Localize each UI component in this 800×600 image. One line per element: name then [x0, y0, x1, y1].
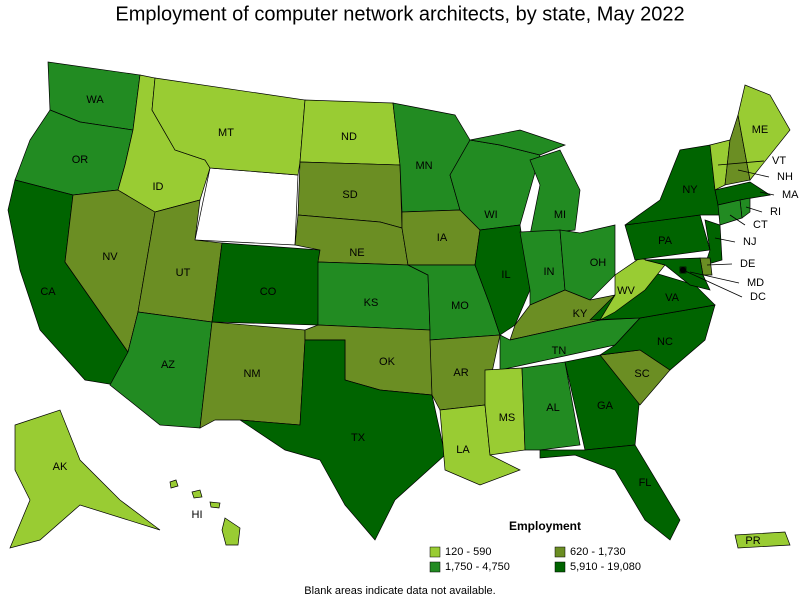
- state-label: ID: [153, 181, 164, 193]
- state-label: IA: [437, 232, 448, 244]
- state-label: ME: [752, 124, 769, 136]
- state-no-data: [194, 167, 299, 246]
- state-label: NC: [657, 336, 673, 348]
- legend-swatch: [554, 561, 566, 573]
- callout-line: [737, 169, 770, 178]
- state-label: SD: [342, 189, 357, 201]
- state-label: AZ: [161, 359, 175, 371]
- callout-line: [682, 269, 743, 298]
- title: Employment of computer network architect…: [115, 3, 684, 25]
- state-label: MO: [451, 300, 469, 312]
- legend-label: 120 - 590: [445, 546, 491, 558]
- state-label: SC: [634, 368, 649, 380]
- state: [221, 517, 241, 546]
- legend-swatch: [429, 561, 441, 573]
- state-label: CA: [40, 286, 56, 298]
- state-label: GA: [597, 400, 614, 412]
- state-label: WA: [86, 94, 104, 106]
- state-label: HI: [192, 509, 203, 521]
- state-label: NH: [777, 171, 793, 183]
- state: [169, 479, 179, 489]
- legend-label: 1,750 - 4,750: [445, 561, 510, 573]
- state: [469, 129, 567, 156]
- state-label: NY: [682, 184, 698, 196]
- state: [521, 361, 581, 451]
- state-label: LA: [456, 444, 470, 456]
- state-label: TX: [351, 432, 366, 444]
- state: [211, 242, 321, 326]
- state-label: VA: [665, 292, 680, 304]
- callout-line: [706, 263, 733, 266]
- state-label: AK: [53, 461, 68, 473]
- state-label: OK: [379, 356, 396, 368]
- state-label: TN: [552, 345, 567, 357]
- state-label: AL: [546, 402, 559, 414]
- legend-swatch: [429, 546, 441, 558]
- state-label: UT: [176, 267, 191, 279]
- state-label: KY: [573, 308, 588, 320]
- state-label: WV: [617, 285, 635, 297]
- state: [484, 367, 526, 456]
- note: Blank areas indicate data not available.: [304, 585, 495, 597]
- state: [734, 531, 791, 549]
- state-label: OH: [590, 257, 607, 269]
- callout-line: [759, 191, 775, 196]
- state-label: CO: [260, 286, 277, 298]
- legend-title: Employment: [509, 519, 581, 533]
- state-label: PR: [745, 535, 760, 547]
- state: [737, 84, 791, 181]
- callout-line: [717, 160, 765, 166]
- state: [714, 181, 771, 206]
- state-label: MD: [747, 277, 764, 289]
- state: [239, 339, 446, 541]
- state-label: MI: [554, 209, 566, 221]
- state-label: NJ: [743, 236, 756, 248]
- state-label: MT: [218, 127, 234, 139]
- state-label: ND: [341, 131, 357, 143]
- state: [9, 409, 161, 549]
- legend-label: 5,910 - 19,080: [570, 561, 641, 573]
- state-label: DC: [750, 291, 766, 303]
- state-label: IL: [501, 269, 510, 281]
- state-label: FL: [639, 477, 652, 489]
- state: [559, 224, 616, 301]
- state-label: DE: [740, 258, 755, 270]
- state-label: VT: [772, 155, 786, 167]
- state-label: AR: [453, 367, 468, 379]
- callout-line: [689, 271, 740, 284]
- state-label: MS: [499, 412, 516, 424]
- state: [644, 257, 711, 291]
- callout-line: [729, 214, 746, 226]
- callout-line: [714, 237, 736, 243]
- state-label: KS: [364, 297, 379, 309]
- state-label: CT: [753, 219, 768, 231]
- state: [209, 501, 221, 509]
- state-label: NM: [243, 368, 260, 380]
- state-label: IN: [544, 266, 555, 278]
- callout-line: [745, 206, 763, 213]
- state: [191, 489, 203, 499]
- state-label: RI: [770, 206, 781, 218]
- state-label: MA: [782, 189, 799, 201]
- state-label: MN: [415, 160, 432, 172]
- state-label: WI: [484, 209, 497, 221]
- state: [529, 149, 581, 236]
- state-label: NE: [349, 247, 364, 259]
- state-label: PA: [658, 235, 673, 247]
- state-label: OR: [72, 154, 89, 166]
- state: [599, 257, 666, 321]
- state-label: NV: [102, 251, 118, 263]
- state: [704, 219, 723, 266]
- dc-dot: [680, 267, 686, 273]
- legend-swatch: [554, 546, 566, 558]
- state: [624, 144, 721, 226]
- legend-label: 620 - 1,730: [570, 546, 626, 558]
- state: [539, 444, 681, 541]
